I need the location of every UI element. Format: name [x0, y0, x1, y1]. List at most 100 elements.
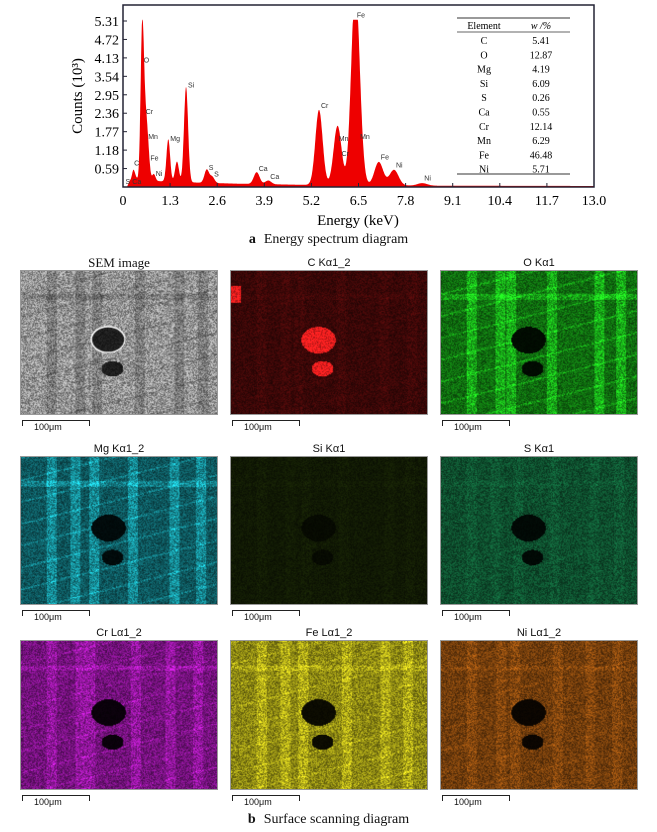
table-value: 6.29: [532, 136, 550, 147]
spectrum-area: [127, 19, 595, 188]
caption-a: a Energy spectrum diagram: [248, 232, 409, 247]
table-element: O: [480, 50, 487, 61]
y-axis-label: Counts (10³): [70, 58, 86, 134]
x-tick-label: 7.8: [397, 194, 415, 209]
table-value: 5.41: [532, 36, 550, 47]
table-value: 6.09: [532, 79, 550, 90]
map-title: Cr Lα1_2: [96, 627, 142, 639]
scale-bar-line: [442, 609, 510, 616]
map-panel: S Kα1 100μm: [440, 442, 638, 622]
y-tick-label: 0.59: [95, 163, 120, 178]
scale-bar-line: [22, 609, 90, 616]
y-tick-label: 2.36: [95, 107, 120, 122]
table-element: Mg: [477, 65, 491, 76]
element-map: [440, 640, 638, 791]
peak-label: Fe: [150, 156, 158, 163]
y-tick-label: 4.72: [95, 33, 120, 48]
peak-label: O: [144, 58, 150, 65]
x-tick-label: 5.2: [303, 194, 321, 209]
x-tick-label: 3.9: [256, 194, 274, 209]
peak-label: Mn: [339, 136, 349, 143]
element-map: [20, 640, 218, 791]
scale-bar-line: [232, 609, 300, 616]
scale-bar-line: [232, 419, 300, 426]
map-title: O Kα1: [523, 257, 555, 269]
map-panel: Cr Lα1_2 100μm: [20, 626, 218, 807]
y-tick-label: 1.77: [95, 126, 120, 141]
element-map: [230, 456, 428, 605]
scale-bar: 100μm: [440, 418, 638, 432]
y-tick-label: 3.54: [95, 70, 120, 85]
map-panel: O Kα1 100μm: [440, 256, 638, 432]
map-panel: C Kα1_2 100μm: [230, 256, 428, 432]
map-panel: Mg Kα1_2 100μm: [20, 442, 218, 622]
scale-bar: 100μm: [20, 608, 218, 622]
scale-bar: 100μm: [440, 608, 638, 622]
x-tick-label: 10.4: [488, 194, 513, 209]
scale-bar: 100μm: [230, 608, 428, 622]
scale-bar: 100μm: [230, 793, 428, 807]
peak-label: Mg: [170, 136, 180, 143]
scale-bar: 100μm: [20, 793, 218, 807]
table-element: Ni: [479, 165, 489, 176]
peak-label: S: [209, 165, 214, 172]
element-map: [440, 270, 638, 415]
y-tick-label: 4.13: [95, 52, 120, 67]
sem-image: [20, 270, 218, 415]
x-tick-label: 0: [120, 194, 127, 209]
scale-bar-line: [22, 795, 90, 802]
peak-label: S: [214, 172, 219, 179]
map-panel: Fe Lα1_2 100μm: [230, 626, 428, 807]
peak-label: Mn: [360, 134, 370, 141]
table-value: 0.26: [532, 93, 550, 104]
peak-label: Ca: [270, 174, 279, 181]
x-axis-label: Energy (keV): [317, 213, 399, 229]
table-element: Cr: [479, 122, 490, 133]
table-element: Si: [480, 79, 489, 90]
peak-label: S: [126, 179, 131, 186]
scale-bar: 100μm: [20, 418, 218, 432]
x-tick-label: 9.1: [444, 194, 462, 209]
map-panel: Ni Lα1_2 100μm: [440, 626, 638, 807]
table-element: S: [481, 93, 487, 104]
peak-label: Fe: [381, 155, 389, 162]
table-value: 46.48: [530, 150, 553, 161]
scale-bar: 100μm: [230, 418, 428, 432]
table-value: 0.55: [532, 108, 550, 119]
table-value: 12.14: [530, 122, 553, 133]
peak-label: C: [134, 161, 139, 168]
table-header: w /%: [531, 21, 551, 32]
table-element: Ca: [478, 108, 490, 119]
peak-label: Ni: [424, 176, 431, 183]
element-map: [440, 456, 638, 605]
caption-b: b Surface scanning diagram: [247, 812, 410, 827]
peak-label: Cr: [321, 103, 329, 110]
map-title: C Kα1_2: [307, 257, 351, 269]
table-element: C: [481, 36, 488, 47]
map-title: SEM image: [88, 255, 150, 270]
peak-label: Cr: [342, 151, 350, 158]
scale-bar: 100μm: [440, 793, 638, 807]
peak-label: Ni: [156, 171, 163, 178]
peak-label: Mn: [148, 134, 158, 141]
peak-label: Cr: [146, 109, 154, 116]
peak-label: Ni: [396, 162, 403, 169]
y-tick-label: 1.18: [95, 144, 120, 159]
y-tick-label: 5.31: [95, 15, 120, 30]
table-value: 12.87: [530, 50, 553, 61]
scale-bar-line: [22, 419, 90, 426]
scale-bar-line: [442, 419, 510, 426]
element-map: [230, 640, 428, 791]
x-tick-label: 1.3: [161, 194, 179, 209]
x-tick-label: 13.0: [582, 194, 607, 209]
table-value: 4.19: [532, 65, 550, 76]
peak-label: Fe: [357, 12, 365, 19]
energy-spectrum-chart: CS CaOCrMnFeNiMgSiSSCaCaCrMnCrFeMnFeNiNi0…: [70, 4, 607, 229]
map-title: Mg Kα1_2: [93, 443, 145, 455]
map-panel: SEM image 100μm: [20, 256, 218, 432]
peak-label: Si: [188, 83, 195, 90]
table-value: 5.71: [532, 165, 550, 176]
table-header: Element: [467, 21, 501, 32]
map-title: Si Kα1: [312, 443, 346, 455]
map-title: Fe Lα1_2: [305, 627, 353, 639]
